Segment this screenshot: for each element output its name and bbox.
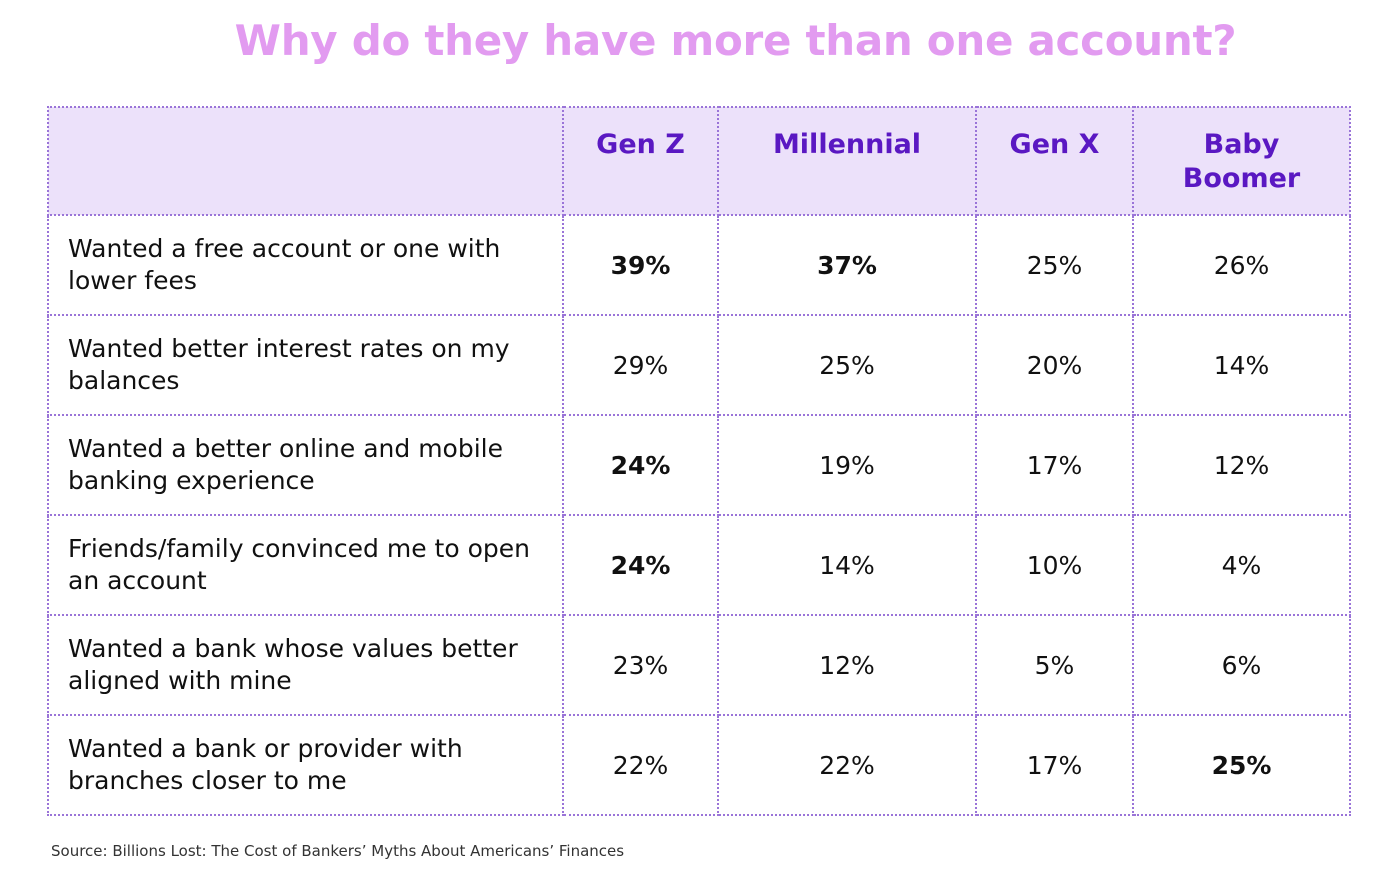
value-cell-gen-x: 17% (975, 714, 1134, 816)
value-cell-gen-z: 29% (562, 314, 719, 416)
table-row: Friends/family convinced me to open an a… (47, 514, 1351, 616)
value-cell-baby-boomer: 25% (1132, 714, 1351, 816)
value-cell-millennial: 25% (717, 314, 977, 416)
column-header-gen-z: Gen Z (562, 106, 719, 216)
header-row: Gen Z Millennial Gen X Baby Boomer (47, 106, 1351, 216)
value-cell-gen-z: 23% (562, 614, 719, 716)
column-header-baby-boomer: Baby Boomer (1132, 106, 1351, 216)
column-header-millennial: Millennial (717, 106, 977, 216)
row-label: Wanted a bank or provider with branches … (47, 714, 564, 816)
value-cell-baby-boomer: 4% (1132, 514, 1351, 616)
value-cell-baby-boomer: 6% (1132, 614, 1351, 716)
table-row: Wanted a bank whose values better aligne… (47, 614, 1351, 716)
value-cell-gen-z: 24% (562, 414, 719, 516)
value-cell-baby-boomer: 14% (1132, 314, 1351, 416)
row-label: Friends/family convinced me to open an a… (47, 514, 564, 616)
value-cell-gen-x: 17% (975, 414, 1134, 516)
chart-title: Why do they have more than one account? (234, 16, 1237, 65)
value-cell-gen-z: 22% (562, 714, 719, 816)
table-row: Wanted a better online and mobile bankin… (47, 414, 1351, 516)
column-header-gen-x: Gen X (975, 106, 1134, 216)
source-note: Source: Billions Lost: The Cost of Banke… (51, 842, 625, 860)
value-cell-millennial: 37% (717, 214, 977, 316)
baby-boomer-label: Baby Boomer (1182, 129, 1301, 194)
value-cell-baby-boomer: 26% (1132, 214, 1351, 316)
value-cell-gen-z: 39% (562, 214, 719, 316)
value-cell-gen-z: 24% (562, 514, 719, 616)
survey-table: Gen Z Millennial Gen X Baby Boomer Wante… (47, 106, 1351, 816)
table-row: Wanted better interest rates on my balan… (47, 314, 1351, 416)
value-cell-gen-x: 25% (975, 214, 1134, 316)
value-cell-millennial: 12% (717, 614, 977, 716)
value-cell-gen-x: 10% (975, 514, 1134, 616)
value-cell-gen-x: 20% (975, 314, 1134, 416)
table-body: Wanted a free account or one with lower … (47, 214, 1351, 816)
row-label: Wanted a bank whose values better aligne… (47, 614, 564, 716)
value-cell-gen-x: 5% (975, 614, 1134, 716)
value-cell-millennial: 14% (717, 514, 977, 616)
table-row: Wanted a bank or provider with branches … (47, 714, 1351, 816)
row-label: Wanted a better online and mobile bankin… (47, 414, 564, 516)
value-cell-millennial: 19% (717, 414, 977, 516)
row-label: Wanted a free account or one with lower … (47, 214, 564, 316)
value-cell-baby-boomer: 12% (1132, 414, 1351, 516)
value-cell-millennial: 22% (717, 714, 977, 816)
table-row: Wanted a free account or one with lower … (47, 214, 1351, 316)
header-corner-cell (47, 106, 564, 216)
row-label: Wanted better interest rates on my balan… (47, 314, 564, 416)
